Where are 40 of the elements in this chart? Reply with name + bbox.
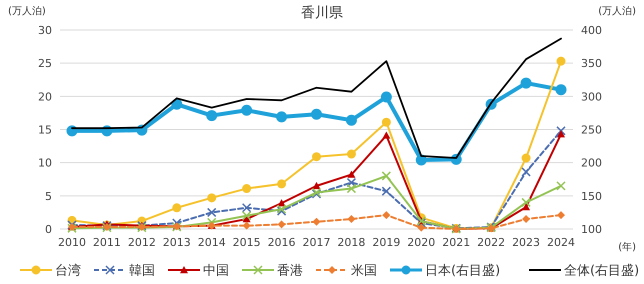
x-tick-label: 2013 xyxy=(162,236,191,249)
x-tick-label: 2018 xyxy=(337,236,366,249)
x-tick-label: 2011 xyxy=(92,236,121,249)
x-tick-label: 2022 xyxy=(477,236,506,249)
legend-label: 香港 xyxy=(277,264,303,278)
y-tick-label: 5 xyxy=(45,190,52,203)
y2-tick-label: 400 xyxy=(581,24,602,37)
y2-tick-label: 100 xyxy=(581,223,602,236)
x-tick-label: 2017 xyxy=(302,236,330,249)
x-tick-label: 2015 xyxy=(232,236,261,249)
y2-tick-label: 300 xyxy=(581,90,602,104)
x-tick-label: 2014 xyxy=(198,236,226,249)
y-axis-title: (万人泊) xyxy=(8,5,46,17)
x-tick-label: 2019 xyxy=(372,236,400,249)
y-tick-label: 10 xyxy=(38,156,52,170)
x-tick-label: 2021 xyxy=(442,236,470,249)
legend-label: 日本(右目盛) xyxy=(425,264,500,278)
legend-label: 全体(右目盛) xyxy=(564,264,640,278)
y-tick-label: 0 xyxy=(45,223,52,236)
y-tick-label: 30 xyxy=(38,24,52,37)
x-tick-label: 2012 xyxy=(128,236,156,249)
x-tick-label: 2023 xyxy=(512,236,540,249)
y-tick-label: 25 xyxy=(38,57,52,70)
x-tick-label: 2010 xyxy=(58,236,86,249)
x-tick-label: 2020 xyxy=(407,236,436,249)
chart-title: 香川県 xyxy=(301,5,343,21)
y-tick-label: 15 xyxy=(38,124,52,136)
legend-label: 中国 xyxy=(203,264,229,278)
legend-label: 台湾 xyxy=(55,262,81,278)
x-tick-label: 2016 xyxy=(268,236,296,249)
y2-axis-title: (万人泊) xyxy=(598,5,636,17)
y2-tick-label: 250 xyxy=(581,124,602,136)
x-tick-label: 2024 xyxy=(547,236,575,249)
y-tick-label: 20 xyxy=(38,90,52,104)
y2-tick-label: 200 xyxy=(581,156,602,170)
y2-tick-label: 150 xyxy=(581,190,602,203)
legend-label: 米国 xyxy=(351,264,377,278)
legend-label: 韓国 xyxy=(129,264,155,278)
x-axis-title: (年) xyxy=(618,241,636,253)
y2-tick-label: 350 xyxy=(581,57,602,70)
